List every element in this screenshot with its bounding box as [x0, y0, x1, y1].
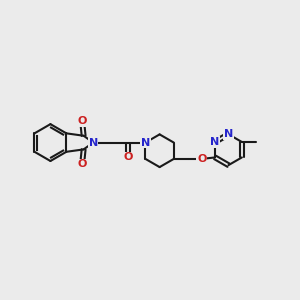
- Text: O: O: [77, 159, 87, 169]
- Text: N: N: [224, 129, 233, 139]
- Text: O: O: [197, 154, 206, 164]
- Text: N: N: [211, 137, 220, 147]
- Text: N: N: [141, 138, 150, 148]
- Text: N: N: [88, 138, 98, 148]
- Text: O: O: [77, 116, 87, 126]
- Text: O: O: [124, 152, 133, 162]
